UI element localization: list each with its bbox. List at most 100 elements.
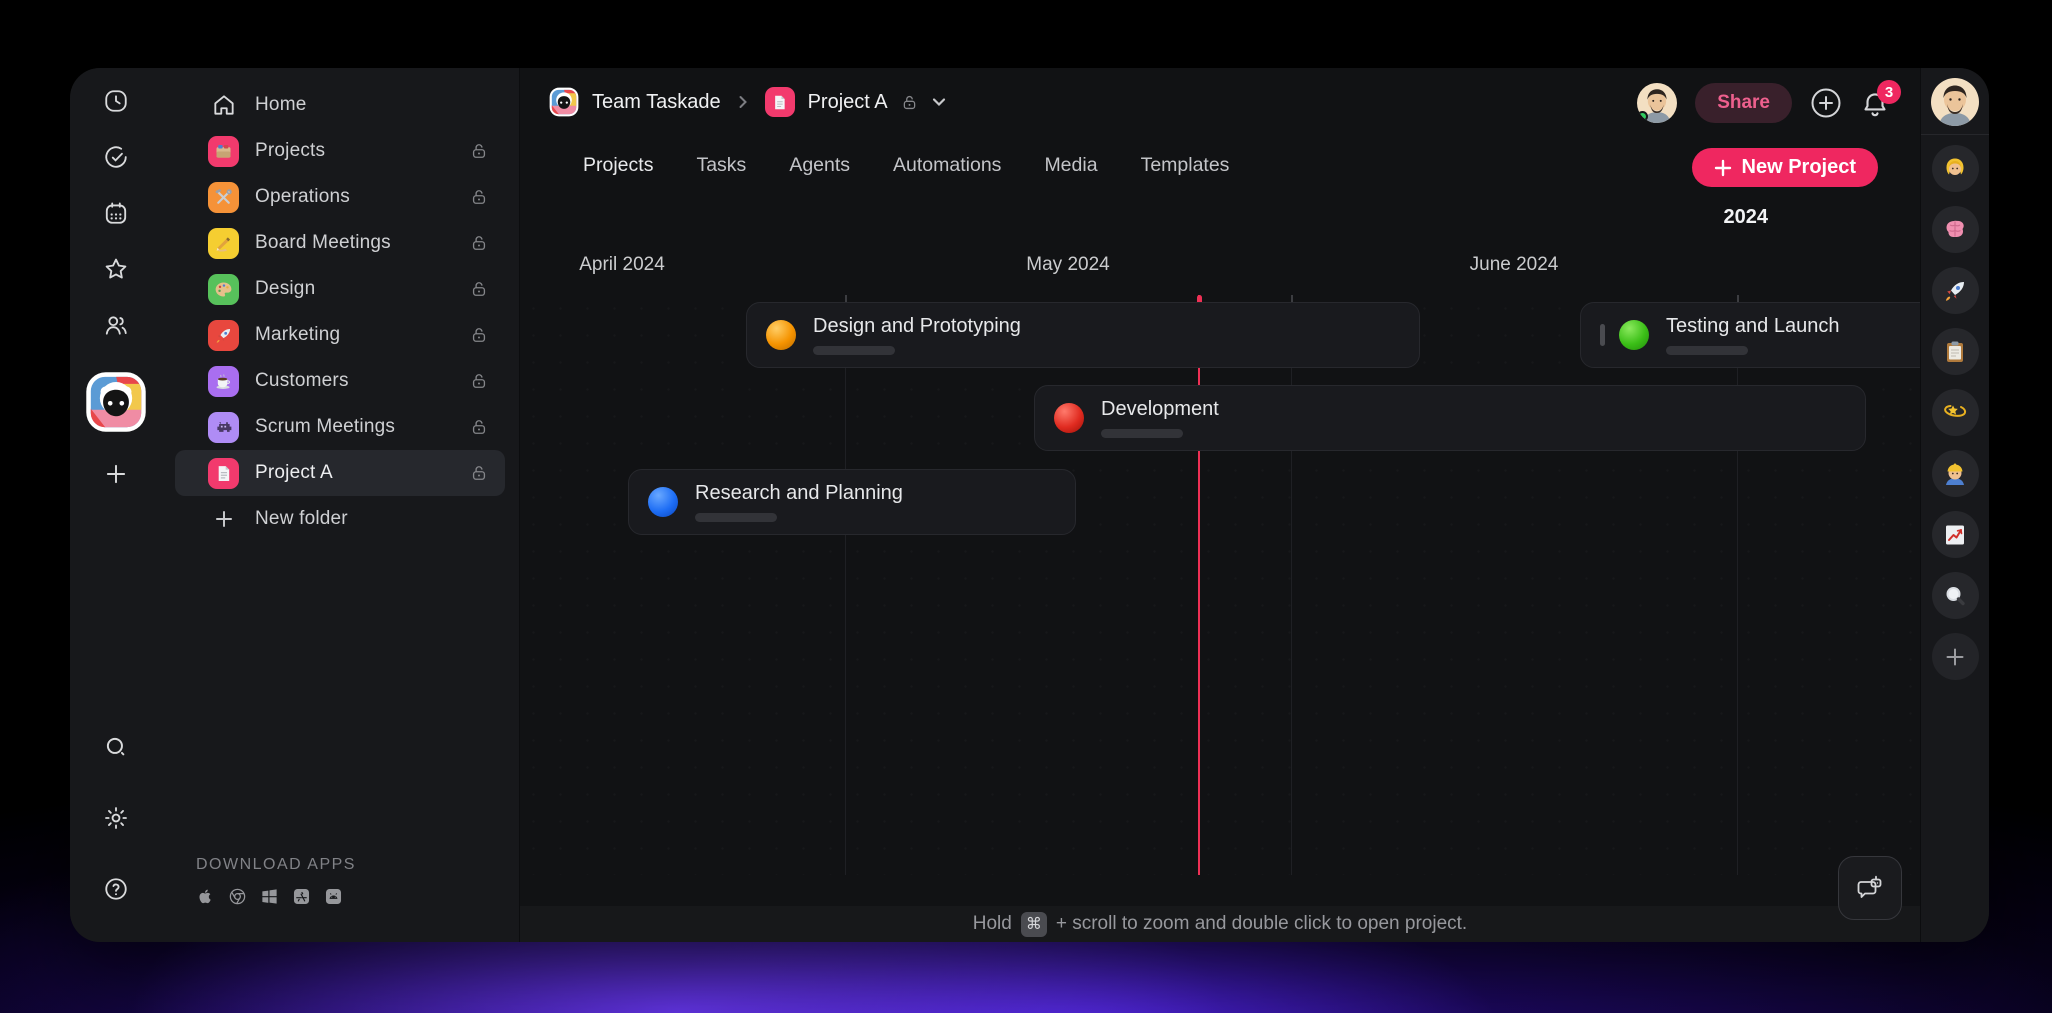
app-window: Home Projects Operations Board Meetings [70,68,1989,942]
lock-icon [469,417,489,437]
lock-icon [469,371,489,391]
calendar-icon[interactable] [103,200,129,226]
home-icon [208,90,239,121]
breadcrumb-team-name[interactable]: Team Taskade [592,90,721,113]
sidebar-item-operations[interactable]: Operations [175,174,505,220]
agent-rocket-icon[interactable] [1931,267,1979,314]
header-actions: Share 3 [1637,80,1901,124]
sidebar-new-folder[interactable]: New folder [175,496,505,542]
tab-tasks[interactable]: Tasks [696,154,747,176]
download-apps-section: DOWNLOAD APPS [196,856,356,906]
sidebar-item-design[interactable]: Design [175,266,505,312]
coffee-icon [208,365,239,397]
lock-icon [469,463,489,483]
hint-prefix: Hold [972,913,1012,934]
add-agent-button[interactable] [1931,633,1979,680]
sidebar-item-projects[interactable]: Projects [175,128,505,174]
task-title: Testing and Launch [1666,315,1840,337]
user-avatar[interactable] [1637,83,1678,123]
add-workspace-icon[interactable] [103,461,129,487]
add-member-icon[interactable] [1810,87,1842,119]
sidebar-item-customers[interactable]: Customers [175,358,505,404]
blue-ball-icon [648,487,678,517]
settings-gear-icon[interactable] [103,805,129,831]
right-member-rail [1920,68,1989,942]
timeline-hint: Hold ⌘ + scroll to zoom and double click… [520,906,1920,942]
sidebar-item-label: Operations [255,186,350,207]
recent-clock-icon[interactable] [103,88,129,114]
search-agents-icon[interactable] [1931,572,1979,619]
task-card-research-and-planning[interactable]: Research and Planning [628,469,1076,535]
help-icon[interactable] [103,876,129,902]
task-progress-bar [813,346,895,355]
sidebar-item-scrum-meetings[interactable]: Scrum Meetings [175,404,505,450]
tab-projects[interactable]: Projects [583,154,654,176]
notifications-bell-icon[interactable]: 3 [1860,80,1901,119]
windows-icon[interactable] [260,887,279,906]
tab-bar: Projects Tasks Agents Automations Media … [583,154,1229,177]
palette-icon [208,273,239,305]
lock-icon [469,141,489,161]
sidebar-item-label: Home [255,94,307,115]
month-gridline [1737,310,1738,875]
online-status-dot [1637,111,1649,122]
task-card-development[interactable]: Development [1034,385,1866,451]
workspace-avatar[interactable] [85,371,147,433]
task-card-design-and-prototyping[interactable]: Design and Prototyping [746,302,1420,368]
chrome-icon[interactable] [228,887,247,906]
main-content: Team Taskade Project A [520,68,1920,942]
sidebar-item-label: Marketing [255,324,341,345]
android-icon[interactable] [324,887,343,906]
agent-woman-icon[interactable] [1931,145,1979,192]
card-file-box-icon [208,135,239,167]
writing-hand-icon [208,227,239,259]
sidebar-item-board-meetings[interactable]: Board Meetings [175,220,505,266]
agent-construction-worker-icon[interactable] [1931,450,1979,497]
user-avatar[interactable] [1931,78,1979,126]
app-store-icon[interactable] [292,887,311,906]
favorites-star-icon[interactable] [103,256,129,282]
share-button[interactable]: Share [1695,83,1792,123]
tab-automations[interactable]: Automations [893,154,1002,176]
breadcrumb-project-name[interactable]: Project A [807,90,888,113]
ai-chat-button[interactable] [1838,856,1902,920]
month-label-april: April 2024 [579,254,665,275]
sidebar-item-home[interactable]: Home [175,82,505,128]
notification-badge: 3 [1877,80,1901,104]
tab-agents[interactable]: Agents [789,154,851,176]
download-apps-label: DOWNLOAD APPS [196,856,356,873]
sidebar-item-label: Customers [255,370,349,391]
timeline-month-labels: April 2024 May 2024 June 2024 [520,254,1920,278]
plus-icon [208,504,239,535]
rocket-icon [208,319,239,351]
sidebar-item-label: Scrum Meetings [255,416,396,437]
lock-icon [900,93,919,112]
project-doc-icon[interactable] [764,87,795,117]
agent-clipboard-icon[interactable] [1931,328,1979,375]
new-project-button[interactable]: New Project [1691,148,1878,187]
sidebar: Home Projects Operations Board Meetings [161,68,520,942]
month-gridline [845,310,846,875]
sidebar-item-project-a[interactable]: Project A [175,450,505,496]
month-label-may: May 2024 [1026,254,1110,275]
task-title: Development [1101,398,1219,420]
timeline-dot-grid [520,295,1920,875]
tab-templates[interactable]: Templates [1140,154,1230,176]
team-avatar[interactable] [549,87,579,117]
agent-brain-icon[interactable] [1931,206,1979,253]
completed-check-icon[interactable] [103,144,129,170]
task-card-testing-and-launch[interactable]: Testing and Launch [1580,302,1920,368]
agent-chart-increasing-icon[interactable] [1931,511,1979,558]
search-icon[interactable] [103,734,129,760]
green-ball-icon [1619,320,1649,350]
task-progress-bar [1666,346,1748,355]
chevron-down-icon[interactable] [931,94,947,110]
agent-dizzy-star-icon[interactable] [1931,389,1979,436]
apple-icon[interactable] [196,887,215,906]
sidebar-item-label: Project A [255,462,333,483]
drag-handle[interactable] [1600,324,1605,346]
members-people-icon[interactable] [103,312,129,338]
chevron-right-icon [735,94,751,110]
tab-media[interactable]: Media [1044,154,1098,176]
sidebar-item-marketing[interactable]: Marketing [175,312,505,358]
